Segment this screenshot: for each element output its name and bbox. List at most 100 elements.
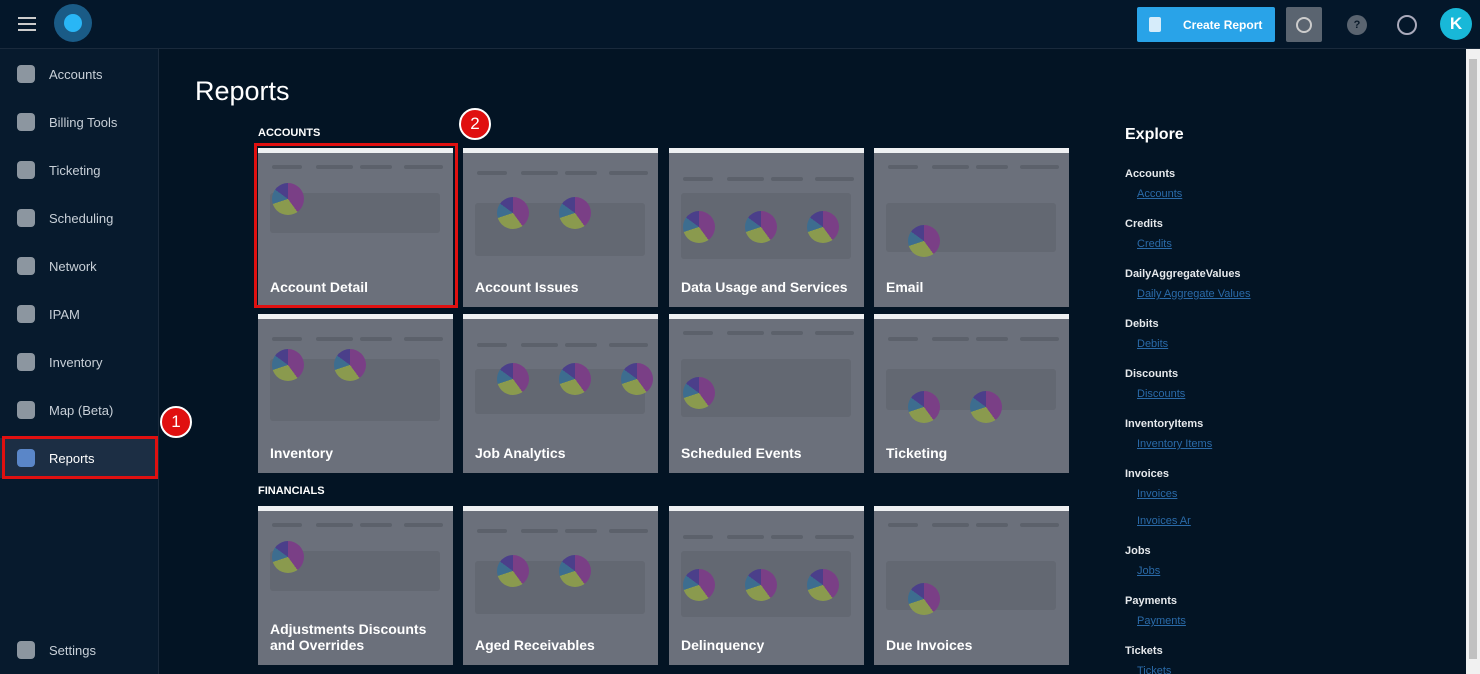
thumbnail-pie (621, 363, 653, 395)
thumbnail-line (404, 337, 443, 341)
nav-item[interactable]: Ticketing (0, 150, 158, 190)
nav-item[interactable]: Network (0, 246, 158, 286)
thumbnail-pie (745, 569, 777, 601)
explore-heading: DailyAggregateValues (1125, 268, 1241, 280)
explore-link[interactable]: Debits (1137, 338, 1169, 350)
thumbnail-line (683, 331, 713, 335)
explore-link[interactable]: Credits (1137, 238, 1172, 250)
thumbnail-line (272, 165, 302, 169)
explore-link[interactable]: Invoices Ar (1137, 515, 1191, 527)
thumbnail-line (1020, 337, 1059, 341)
thumbnail-line (272, 523, 302, 527)
user-avatar[interactable]: K (1440, 8, 1472, 40)
nav-label: Inventory (49, 354, 103, 370)
report-card[interactable]: Email (874, 148, 1069, 307)
thumbnail-line (477, 343, 507, 347)
create-report-button[interactable]: Create Report (1137, 7, 1275, 42)
report-card[interactable]: Ticketing (874, 314, 1069, 473)
thumbnail-pie (683, 211, 715, 243)
nav-label: Map (Beta) (49, 402, 114, 418)
explore-link[interactable]: Invoices (1137, 488, 1178, 500)
nav-icon (17, 353, 35, 371)
thumbnail-pie (272, 183, 304, 215)
nav-icon (17, 113, 35, 131)
top-bar: Create Report ? K (0, 0, 1480, 49)
explore-heading: Credits (1125, 218, 1163, 230)
thumbnail-line (771, 535, 803, 539)
thumbnail-pie (745, 211, 777, 243)
card-title: Ticketing (886, 445, 948, 461)
explore-heading: Tickets (1125, 645, 1163, 657)
nav-item[interactable]: Map (Beta) (0, 390, 158, 430)
nav-item[interactable]: Reports (0, 438, 158, 478)
nav-icon (17, 257, 35, 275)
thumbnail-line (771, 331, 803, 335)
explore-link[interactable]: Accounts (1137, 188, 1183, 200)
card-title: Inventory (270, 445, 334, 461)
thumbnail-line (316, 523, 353, 527)
search-button[interactable] (1286, 7, 1322, 42)
help-button[interactable]: ? (1347, 15, 1367, 35)
thumbnail-line (727, 177, 764, 181)
thumbnail-line (609, 171, 648, 175)
report-card[interactable]: Due Invoices (874, 506, 1069, 665)
thumbnail-pie (559, 363, 591, 395)
menu-button[interactable] (18, 17, 36, 31)
nav-item[interactable]: Billing Tools (0, 102, 158, 142)
explore-link[interactable]: Discounts (1137, 388, 1186, 400)
report-card[interactable]: Job Analytics (463, 314, 658, 473)
sidebar: Accounts Billing Tools Ticketing Scheduling… (0, 49, 159, 674)
thumbnail-line (316, 165, 353, 169)
thumbnail-line (360, 337, 392, 341)
explore-title: Explore (1125, 126, 1184, 143)
report-card[interactable]: Adjustments Discounts and Overrides (258, 506, 453, 665)
thumbnail-line (360, 523, 392, 527)
nav-icon (17, 305, 35, 323)
nav-label: IPAM (49, 306, 80, 322)
explore-heading: InventoryItems (1125, 418, 1204, 430)
thumbnail-line (521, 529, 558, 533)
nav-item[interactable]: Accounts (0, 54, 158, 94)
report-card[interactable]: Account Issues (463, 148, 658, 307)
nav-icon (17, 65, 35, 83)
section-heading: FINANCIALS (258, 485, 325, 497)
thumbnail-line (1020, 165, 1059, 169)
thumbnail-pie (272, 541, 304, 573)
explore-link[interactable]: Payments (1137, 615, 1186, 627)
report-card[interactable]: Delinquency (669, 506, 864, 665)
card-title: Aged Receivables (475, 637, 595, 653)
report-card[interactable]: Scheduled Events (669, 314, 864, 473)
thumbnail-pie (807, 569, 839, 601)
thumbnail-pie (272, 349, 304, 381)
highlight-box (254, 143, 458, 308)
thumbnail-line (683, 535, 713, 539)
thumbnail-pie (683, 377, 715, 409)
thumbnail-line (932, 165, 969, 169)
explore-heading: Accounts (1125, 168, 1176, 180)
report-card[interactable]: Aged Receivables (463, 506, 658, 665)
report-card[interactable]: Data Usage and Services (669, 148, 864, 307)
thumbnail-line (815, 177, 854, 181)
nav-item[interactable]: Inventory (0, 342, 158, 382)
explore-link[interactable]: Daily Aggregate Values (1137, 288, 1251, 300)
nav-item[interactable]: Settings (0, 630, 158, 670)
explore-link[interactable]: Jobs (1137, 565, 1161, 577)
explore-link[interactable]: Tickets (1137, 665, 1172, 674)
thumbnail-line (976, 523, 1008, 527)
thumbnail-line (815, 535, 854, 539)
scrollbar (1466, 49, 1480, 674)
card-title: Data Usage and Services (681, 279, 848, 295)
nav-label: Reports (49, 450, 95, 466)
thumbnail-line (888, 337, 918, 341)
nav-icon (17, 161, 35, 179)
nav-item[interactable]: Scheduling (0, 198, 158, 238)
nav-item[interactable]: IPAM (0, 294, 158, 334)
thumbnail-line (477, 529, 507, 533)
logo[interactable] (54, 4, 92, 42)
history-button[interactable] (1397, 15, 1417, 35)
nav-icon (17, 641, 35, 659)
thumbnail-line (1020, 523, 1059, 527)
report-card[interactable]: Inventory (258, 314, 453, 473)
report-card[interactable]: Account Detail (258, 148, 453, 307)
explore-link[interactable]: Inventory Items (1137, 438, 1213, 450)
